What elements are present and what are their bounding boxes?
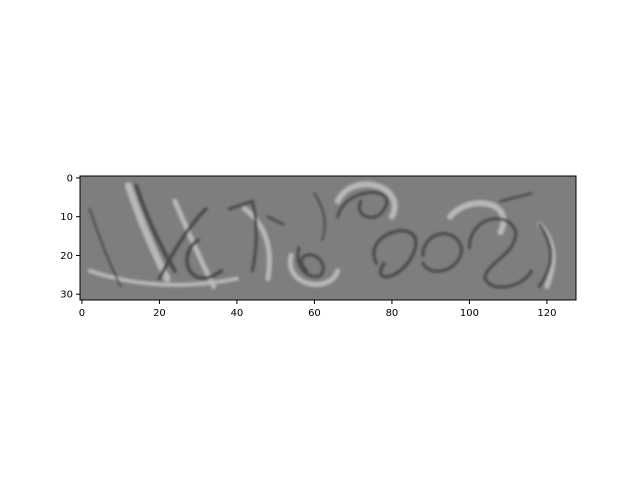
texture-stroke [266, 215, 285, 226]
texture-stroke [313, 192, 326, 241]
x-tick-label: 0 [79, 308, 85, 319]
y-tick-label: 20 [60, 251, 73, 262]
texture-stroke [227, 199, 258, 273]
texture-stroke [296, 246, 325, 279]
x-tick-label: 120 [537, 308, 556, 319]
texture-stroke [87, 268, 239, 287]
x-tick-label: 100 [460, 308, 479, 319]
texture-stroke [242, 206, 272, 282]
texture-stroke [172, 198, 217, 289]
x-tick-label: 40 [231, 308, 244, 319]
x-tick-label: 60 [308, 308, 321, 319]
texture-stroke [537, 222, 553, 288]
texture-stroke [499, 192, 533, 203]
x-tick-label: 20 [153, 308, 166, 319]
texture-stroke [185, 238, 224, 280]
axes-frame [79, 175, 577, 301]
x-tick-label: 80 [386, 308, 399, 319]
texture-stroke [467, 217, 533, 289]
texture-stroke [287, 252, 341, 287]
texture-stroke [88, 207, 122, 288]
y-tick-label: 10 [60, 212, 73, 223]
texture-stroke [134, 183, 177, 273]
texture-stroke [447, 200, 507, 236]
heatmap-image [80, 176, 576, 300]
y-tick-label: 0 [67, 173, 73, 184]
heatmap-texture [87, 181, 556, 289]
texture-stroke [336, 190, 389, 219]
y-axis: 0 10 20 30 [60, 173, 80, 301]
texture-stroke [334, 181, 398, 220]
texture-stroke [421, 232, 464, 273]
x-axis: 0 20 40 60 80 100 120 [79, 300, 556, 319]
texture-stroke [124, 182, 171, 283]
texture-stroke [157, 207, 208, 281]
texture-stroke [372, 229, 418, 279]
y-tick-label: 30 [60, 290, 73, 301]
